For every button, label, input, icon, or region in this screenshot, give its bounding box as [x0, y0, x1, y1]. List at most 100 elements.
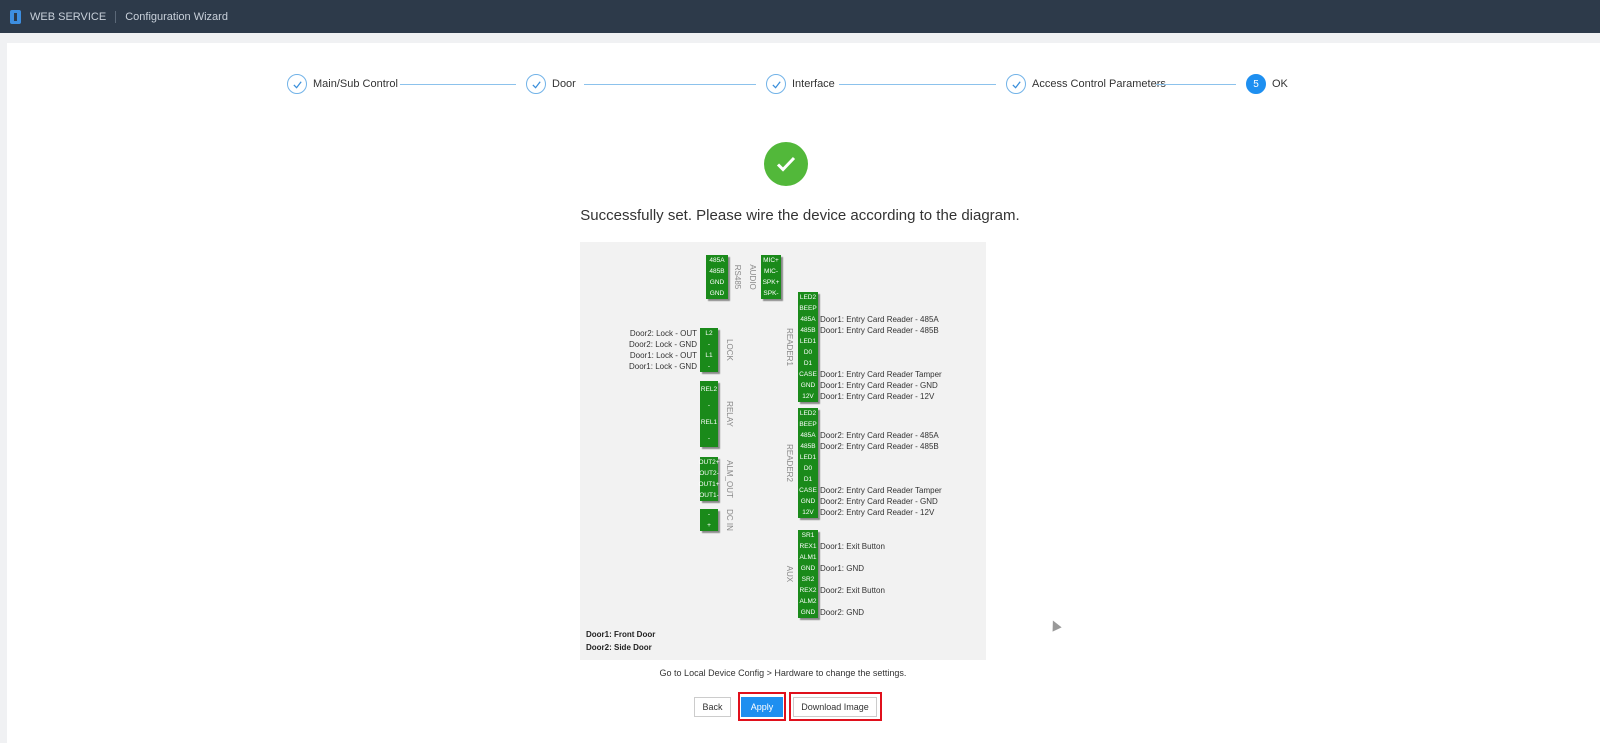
terminal-pin: 12V [802, 509, 814, 516]
terminal-pin: SPK- [763, 290, 779, 297]
terminal-block-reader1: LED2 BEEP 485A 485B LED1 D0 D1 CASE GND 12V [798, 292, 818, 402]
terminal-pin: OUT1- [699, 492, 719, 499]
divider [115, 10, 117, 23]
check-icon [1006, 74, 1026, 94]
terminal-pin: D0 [803, 465, 813, 472]
terminal-pin: OUT2+ [698, 459, 720, 466]
block-label: LOCK [725, 339, 734, 361]
step-4: Access Control Parameters [1006, 74, 1166, 94]
terminal-pin: LED2 [799, 410, 817, 417]
apply-button[interactable]: Apply [741, 697, 783, 717]
terminal-pin: CASE [799, 371, 817, 378]
terminal-pin: ALM1 [799, 554, 817, 561]
terminal-pin: LED1 [799, 454, 817, 461]
block-label: DC IN [725, 509, 734, 531]
wire-label: Door1: Lock - OUT [629, 351, 697, 360]
terminal-pin: 485A [800, 316, 816, 323]
terminal-pin: GND [800, 565, 816, 572]
wire-label: Door2: Lock - GND [628, 340, 697, 349]
wire-label: Door2: Entry Card Reader - 12V [820, 508, 935, 517]
terminal-block-alm-out: OUT2+ OUT2- OUT1+ OUT1- [698, 457, 720, 501]
terminal-pin: D1 [803, 476, 813, 483]
block-label: AUDIO [748, 264, 757, 290]
terminal-pin: BEEP [799, 421, 817, 428]
step-label: Door [552, 78, 576, 90]
terminal-block-audio: MIC+ MIC- SPK+ SPK- [761, 255, 781, 299]
terminal-pin: LED2 [799, 294, 817, 301]
block-label: READER1 [785, 328, 794, 366]
terminal-pin: 12V [802, 393, 814, 400]
terminal-pin: GND [709, 290, 725, 297]
wire-label: Door1: Exit Button [820, 542, 885, 551]
door-legend-2: Door2: Side Door [586, 643, 652, 652]
success-message: Successfully set. Please wire the device… [580, 207, 1020, 224]
terminal-pin: CASE [799, 487, 817, 494]
terminal-block-reader2: LED2 BEEP 485A 485B LED1 D0 D1 CASE GND 12V [798, 408, 818, 518]
step-connector [1156, 84, 1236, 85]
terminal-pin: REL1 [700, 418, 718, 426]
wire-label: Door2: Entry Card Reader Tamper [820, 486, 942, 495]
terminal-pin: 485B [800, 327, 816, 334]
terminal-pin: + [707, 522, 711, 529]
wire-label: Door2: Entry Card Reader - 485B [820, 442, 939, 451]
wire-label: Door2: Exit Button [820, 586, 885, 595]
step-label: Main/Sub Control [313, 78, 398, 90]
wire-label: Door2: Lock - OUT [629, 329, 697, 338]
wiring-diagram: Door1: Front Door Door2: Side Door 485A 4… [580, 242, 986, 660]
block-label: RELAY [725, 401, 734, 427]
wire-label: Door1: Lock - GND [628, 362, 697, 371]
terminal-pin: - [707, 341, 711, 348]
wire-label: Door1: Entry Card Reader Tamper [820, 370, 942, 379]
step-connector [839, 84, 996, 85]
terminal-pin: REL2 [700, 385, 718, 393]
page-title: Configuration Wizard [125, 10, 228, 23]
back-button[interactable]: Back [694, 697, 731, 717]
step-3: Interface [766, 74, 835, 94]
app-logo-icon [10, 9, 21, 24]
step-label: Access Control Parameters [1032, 78, 1166, 90]
terminal-pin: GND [709, 279, 725, 286]
settings-hint: Go to Local Device Config > Hardware to … [659, 668, 907, 678]
step-connector [584, 84, 756, 85]
terminal-pin: GND [800, 609, 816, 616]
step-connector [400, 84, 516, 85]
terminal-block-rs485: 485A 485B GND GND [706, 255, 728, 299]
terminal-pin: - [707, 511, 711, 518]
terminal-pin: - [707, 435, 711, 443]
terminal-pin: 485A [709, 257, 725, 264]
terminal-pin: SPK+ [762, 279, 780, 286]
terminal-pin: SR2 [801, 576, 815, 583]
highlight-box [789, 692, 882, 721]
terminal-block-lock: L2 - L1 - [700, 328, 718, 372]
terminal-pin: L2 [705, 330, 713, 337]
terminal-pin: GND [800, 382, 816, 389]
terminal-pin: 485B [800, 443, 816, 450]
block-label: READER2 [785, 444, 794, 482]
step-number: 5 [1246, 74, 1266, 94]
wire-label: Door1: GND [820, 564, 865, 573]
terminal-pin: L1 [705, 352, 713, 359]
step-2: Door [526, 74, 576, 94]
terminal-block-dc-in: - + [700, 509, 718, 531]
terminal-pin: 485B [709, 268, 725, 275]
check-icon [766, 74, 786, 94]
top-bar: WEB SERVICE Configuration Wizard [0, 0, 1600, 33]
terminal-pin: D0 [803, 349, 813, 356]
check-icon [526, 74, 546, 94]
terminal-pin: SR1 [801, 532, 815, 539]
wire-label: Door2: Entry Card Reader - 485A [820, 431, 939, 440]
success-check-icon [764, 142, 808, 186]
step-5: 5 OK [1246, 74, 1288, 94]
terminal-pin: 485A [800, 432, 816, 439]
terminal-pin: OUT2- [699, 470, 719, 477]
terminal-pin: LED1 [799, 338, 817, 345]
step-1: Main/Sub Control [287, 74, 398, 94]
terminal-pin: BEEP [799, 305, 817, 312]
terminal-block-relay: REL2 - REL1 - [700, 381, 718, 447]
wire-label: Door1: Entry Card Reader - 485B [820, 326, 939, 335]
terminal-pin: MIC+ [763, 257, 779, 264]
wire-label: Door1: Entry Card Reader - GND [820, 381, 938, 390]
wire-label: Door1: Entry Card Reader - 12V [820, 392, 935, 401]
wire-label: Door2: Entry Card Reader - GND [820, 497, 938, 506]
download-image-button[interactable]: Download Image [793, 697, 877, 717]
